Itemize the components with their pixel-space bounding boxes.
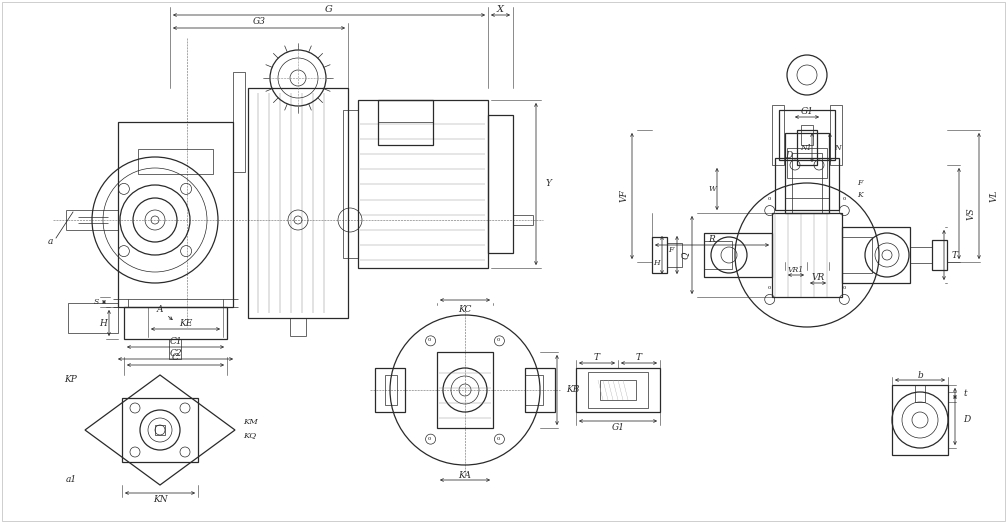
Bar bbox=[525, 368, 555, 412]
Bar bbox=[375, 368, 405, 412]
Text: K: K bbox=[857, 191, 863, 199]
Bar bbox=[576, 368, 660, 412]
Bar bbox=[652, 237, 667, 273]
Bar bbox=[842, 227, 910, 283]
Text: VR: VR bbox=[812, 274, 825, 282]
Bar bbox=[785, 133, 829, 213]
Bar bbox=[600, 380, 636, 400]
Text: o: o bbox=[768, 196, 771, 201]
Text: G1: G1 bbox=[801, 108, 814, 117]
Bar bbox=[932, 240, 947, 270]
Text: o: o bbox=[843, 285, 846, 290]
Text: D: D bbox=[785, 151, 793, 160]
Text: o: o bbox=[428, 337, 431, 343]
Bar bbox=[785, 198, 829, 210]
Text: S: S bbox=[94, 298, 99, 306]
Text: VL: VL bbox=[990, 190, 999, 202]
Text: o: o bbox=[496, 337, 500, 343]
Bar bbox=[169, 339, 181, 359]
Text: T: T bbox=[594, 353, 600, 361]
Text: N: N bbox=[834, 143, 840, 152]
Bar bbox=[385, 375, 397, 405]
Bar bbox=[775, 158, 839, 210]
Bar bbox=[588, 372, 648, 408]
Text: o: o bbox=[496, 436, 500, 441]
Bar bbox=[233, 72, 245, 172]
Bar bbox=[830, 105, 842, 165]
Bar bbox=[343, 110, 358, 258]
Text: W: W bbox=[708, 185, 716, 193]
Text: KP: KP bbox=[64, 376, 77, 384]
Text: A: A bbox=[157, 305, 172, 320]
Bar bbox=[801, 125, 813, 145]
Bar bbox=[915, 385, 925, 402]
Text: KM: KM bbox=[243, 418, 258, 426]
Bar bbox=[792, 153, 822, 213]
Bar bbox=[772, 213, 842, 297]
Text: C: C bbox=[172, 353, 179, 361]
Text: KC: KC bbox=[458, 305, 471, 314]
Text: N1: N1 bbox=[801, 143, 812, 152]
Bar bbox=[772, 105, 784, 165]
Text: KA: KA bbox=[458, 471, 471, 480]
Text: H: H bbox=[653, 259, 660, 267]
Text: VR1: VR1 bbox=[787, 266, 804, 274]
Bar bbox=[704, 233, 772, 277]
Bar bbox=[525, 375, 543, 405]
Text: F: F bbox=[857, 179, 862, 187]
Text: KB: KB bbox=[566, 385, 579, 394]
Text: o: o bbox=[768, 285, 771, 290]
Text: T: T bbox=[952, 251, 958, 259]
Text: KE: KE bbox=[179, 319, 192, 327]
Text: a1: a1 bbox=[65, 475, 77, 484]
Bar bbox=[437, 352, 493, 428]
Text: KQ: KQ bbox=[243, 431, 256, 439]
Bar bbox=[910, 247, 932, 263]
Text: Q: Q bbox=[681, 252, 690, 259]
Bar bbox=[378, 100, 433, 145]
Bar bbox=[704, 241, 732, 269]
Bar bbox=[667, 243, 682, 267]
Text: VF: VF bbox=[619, 190, 628, 202]
Bar bbox=[779, 110, 835, 160]
Text: G3: G3 bbox=[253, 17, 266, 27]
Text: X: X bbox=[497, 5, 504, 14]
Bar bbox=[138, 149, 213, 174]
Text: D: D bbox=[963, 415, 971, 425]
Text: G1: G1 bbox=[611, 423, 624, 431]
Bar bbox=[797, 130, 817, 165]
Text: b: b bbox=[917, 370, 922, 380]
Text: a: a bbox=[47, 237, 52, 246]
Bar bbox=[842, 237, 872, 273]
Bar bbox=[358, 100, 488, 268]
Text: o: o bbox=[428, 436, 431, 441]
Bar bbox=[122, 398, 198, 462]
Text: KN: KN bbox=[153, 495, 167, 504]
Bar bbox=[155, 425, 165, 435]
Bar bbox=[787, 148, 827, 178]
Bar bbox=[892, 385, 948, 455]
Text: t: t bbox=[963, 389, 967, 398]
Text: o: o bbox=[843, 196, 846, 201]
Bar bbox=[248, 88, 348, 318]
Bar bbox=[488, 115, 513, 253]
Bar bbox=[68, 303, 118, 333]
Text: C2: C2 bbox=[169, 349, 182, 358]
Text: R: R bbox=[709, 235, 715, 244]
Bar bbox=[118, 122, 233, 307]
Text: F: F bbox=[669, 246, 674, 254]
Bar bbox=[124, 307, 227, 339]
Text: H: H bbox=[99, 319, 107, 327]
Text: VS: VS bbox=[967, 207, 976, 220]
Text: Y: Y bbox=[546, 179, 552, 188]
Text: G: G bbox=[325, 5, 333, 14]
Text: T: T bbox=[636, 353, 642, 361]
Text: C1: C1 bbox=[169, 337, 182, 347]
